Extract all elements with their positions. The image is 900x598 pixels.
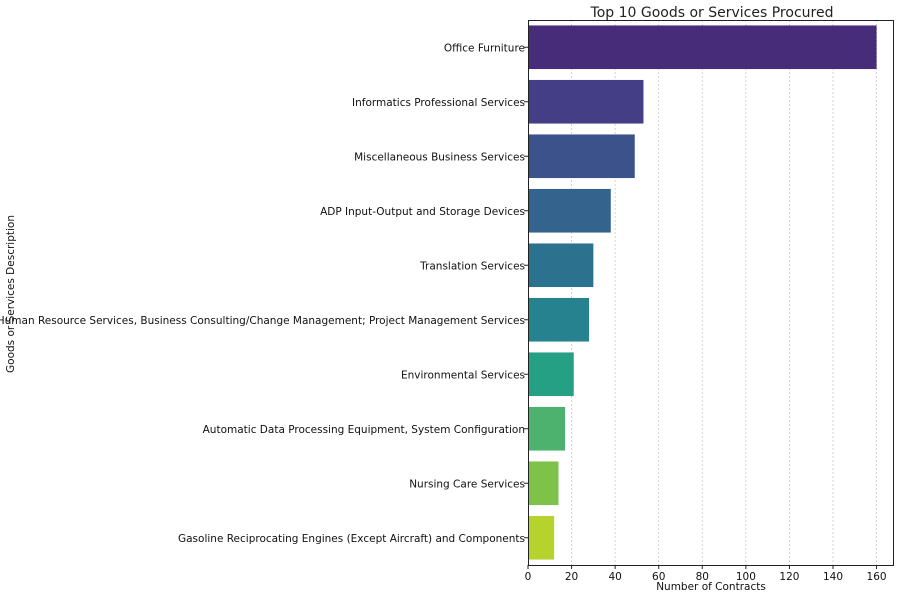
x-tick-label: 120 xyxy=(779,571,799,583)
category-label: Nursing Care Services xyxy=(409,478,525,490)
bar xyxy=(528,406,566,451)
category-label: Miscellaneous Business Services xyxy=(354,151,525,163)
bar xyxy=(528,243,594,288)
x-tick-label: 100 xyxy=(736,571,756,583)
category-labels: Office Furniture Informatics Professional… xyxy=(0,42,528,545)
x-tick-label: 60 xyxy=(652,571,665,583)
x-tick-label: 20 xyxy=(565,571,578,583)
bars xyxy=(528,25,877,560)
x-tick-label: 40 xyxy=(608,571,621,583)
category-label: Office Furniture xyxy=(444,42,525,54)
bar xyxy=(528,25,877,70)
bar xyxy=(528,352,574,397)
category-label: Gasoline Reciprocating Engines (Except A… xyxy=(178,533,525,545)
y-axis-label: Goods or Services Description xyxy=(5,215,17,373)
x-tick-label: 80 xyxy=(696,571,709,583)
category-label: Human Resource Services, Business Consul… xyxy=(0,315,525,327)
bar xyxy=(528,188,611,233)
x-tick-label: 0 xyxy=(525,571,532,583)
chart-title: Top 10 Goods or Services Procured xyxy=(590,5,834,21)
bar xyxy=(528,297,589,342)
bar xyxy=(528,134,635,179)
x-tick-label: 140 xyxy=(823,571,843,583)
bar xyxy=(528,461,559,506)
x-tick-label: 160 xyxy=(867,571,887,583)
category-label: Informatics Professional Services xyxy=(352,97,525,109)
category-label: Automatic Data Processing Equipment, Sys… xyxy=(203,424,525,436)
category-label: ADP Input-Output and Storage Devices xyxy=(320,206,525,218)
grid-lines xyxy=(571,20,877,565)
x-axis-label: Number of Contracts xyxy=(656,581,766,593)
bar xyxy=(528,515,555,560)
category-label: Translation Services xyxy=(419,260,525,272)
x-tick-labels: 0 20 40 60 80 100 120 140 160 xyxy=(525,565,887,583)
bar xyxy=(528,79,644,124)
category-label: Environmental Services xyxy=(401,369,525,381)
